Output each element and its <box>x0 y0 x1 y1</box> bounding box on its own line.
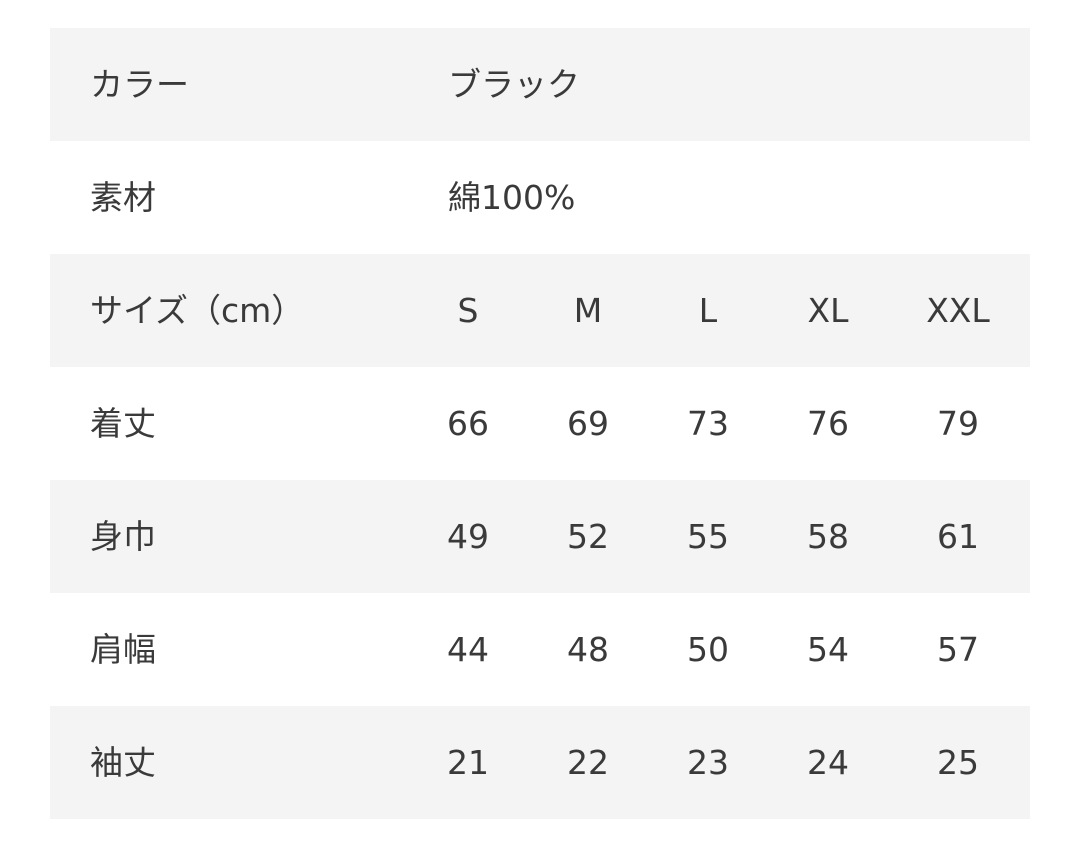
measurement-value: 61 <box>937 517 979 556</box>
row-value: ブラック <box>448 65 580 104</box>
measurement-value: 49 <box>447 517 489 556</box>
measurement-value: 25 <box>937 743 979 782</box>
measurement-value: 58 <box>807 517 849 556</box>
row-label: カラー <box>90 65 189 104</box>
size-header-row: サイズ（cm） S M L XL XXL <box>50 254 1030 367</box>
measurement-value: 50 <box>687 630 729 669</box>
measurement-row: 身巾 49 52 55 58 61 <box>50 480 1030 593</box>
measurement-value: 52 <box>567 517 609 556</box>
row-value: 綿100% <box>448 178 576 217</box>
measurement-row: 着丈 66 69 73 76 79 <box>50 367 1030 480</box>
row-label: 着丈 <box>90 404 156 443</box>
measurement-value: 44 <box>447 630 489 669</box>
row-label: 身巾 <box>90 517 156 556</box>
measurement-value: 21 <box>447 743 489 782</box>
size-header: L <box>698 291 718 330</box>
measurement-value: 69 <box>567 404 609 443</box>
size-header: XXL <box>926 291 990 330</box>
color-row: カラー ブラック <box>50 28 1030 141</box>
measurement-value: 66 <box>447 404 489 443</box>
measurement-value: 54 <box>807 630 849 669</box>
row-label: 素材 <box>90 178 156 217</box>
measurement-row: 袖丈 21 22 23 24 25 <box>50 706 1030 819</box>
measurement-row: 肩幅 44 48 50 54 57 <box>50 593 1030 706</box>
size-header: XL <box>807 291 849 330</box>
row-label: 肩幅 <box>90 630 156 669</box>
material-row: 素材 綿100% <box>50 141 1030 254</box>
measurement-value: 55 <box>687 517 729 556</box>
row-label: サイズ（cm） <box>90 291 305 330</box>
measurement-value: 73 <box>687 404 729 443</box>
size-header: S <box>457 291 479 330</box>
row-label: 袖丈 <box>90 743 156 782</box>
measurement-value: 22 <box>567 743 609 782</box>
measurement-value: 23 <box>687 743 729 782</box>
measurement-value: 76 <box>807 404 849 443</box>
product-spec-table: カラー ブラック 素材 綿100% サイズ（cm） S M L XL XXL 着… <box>50 28 1030 819</box>
measurement-value: 24 <box>807 743 849 782</box>
measurement-value: 48 <box>567 630 609 669</box>
measurement-value: 79 <box>937 404 979 443</box>
measurement-value: 57 <box>937 630 979 669</box>
size-header: M <box>573 291 603 330</box>
